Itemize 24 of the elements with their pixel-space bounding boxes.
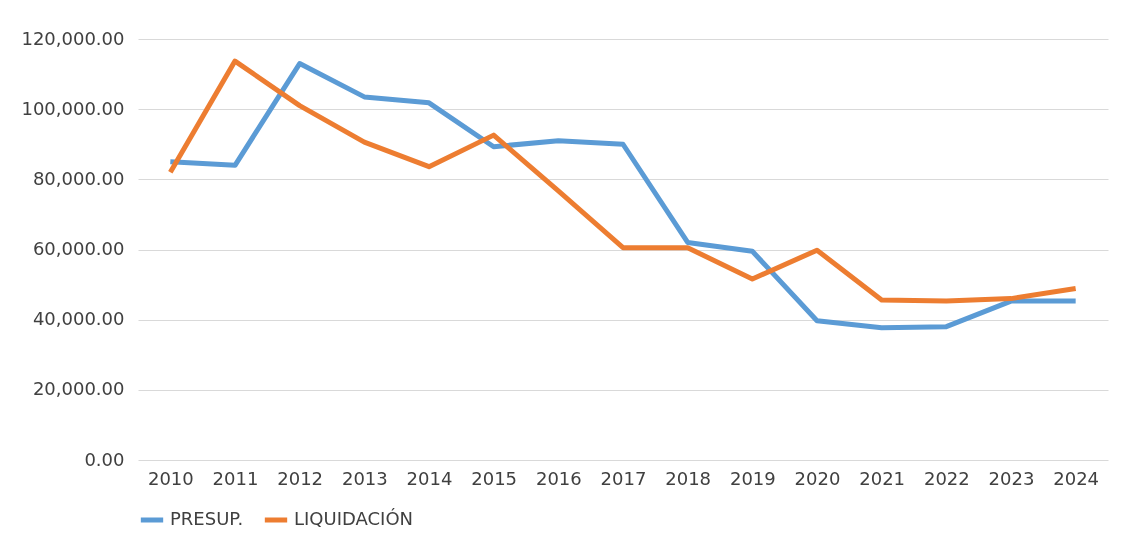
y-tick-label: 60,000.00: [32, 238, 125, 259]
x-tick-label: 2019: [729, 467, 776, 489]
legend-label: PRESUP.: [170, 508, 244, 529]
x-tick-label: 2021: [859, 467, 906, 489]
x-tick-label: 2023: [988, 467, 1035, 489]
x-tick-label: 2010: [147, 467, 194, 489]
y-tick-label: 40,000.00: [32, 308, 125, 330]
x-tick-label: 2011: [212, 467, 259, 489]
y-tick-label: 20,000.00: [32, 378, 125, 400]
x-tick-label: 2018: [665, 467, 712, 489]
y-tick-label: 80,000.00: [32, 167, 125, 189]
y-tick-label: 120,000.00: [21, 27, 125, 49]
x-tick-label: 2024: [1053, 467, 1100, 489]
y-tick-label: 0.00: [84, 448, 125, 470]
legend-label: LIQUIDACIÓN: [294, 508, 414, 529]
x-tick-label: 2022: [923, 467, 970, 489]
x-tick-label: 2012: [277, 467, 324, 489]
x-tick-label: 2020: [794, 467, 841, 489]
x-tick-label: 2015: [471, 467, 518, 489]
y-tick-label: 100,000.00: [21, 97, 125, 119]
x-tick-label: 2013: [341, 467, 388, 489]
x-tick-label: 2014: [406, 467, 453, 489]
x-tick-label: 2016: [535, 467, 582, 489]
x-tick-label: 2017: [600, 467, 647, 489]
